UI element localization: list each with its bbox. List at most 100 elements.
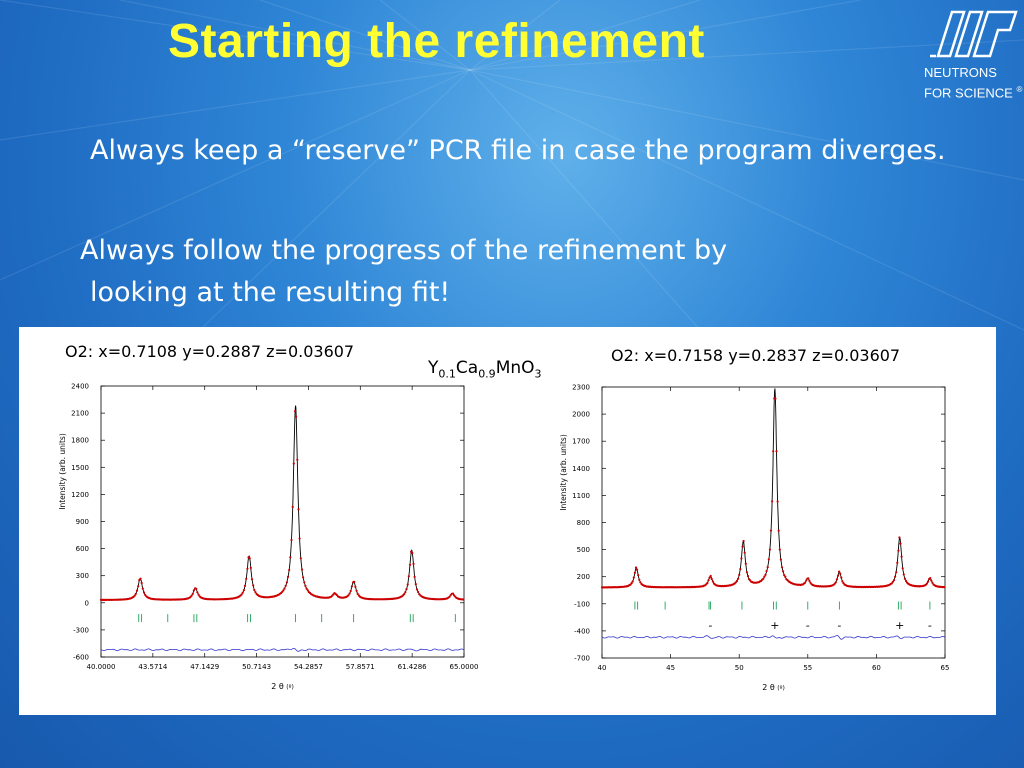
- observed-point: [841, 580, 844, 583]
- observed-point: [836, 574, 840, 577]
- diff-annotation: +: [895, 619, 904, 632]
- y-tick-label: -600: [73, 654, 89, 662]
- observed-point: [743, 551, 746, 554]
- observed-point: [900, 555, 903, 558]
- y-tick-label: 1400: [572, 465, 590, 473]
- observed-point: [738, 573, 741, 576]
- y-tick-label: 0: [85, 599, 89, 607]
- observed-point: [197, 593, 200, 596]
- observed-point: [804, 581, 807, 584]
- observed-point: [293, 410, 297, 413]
- left-plot-caption: O2: x=0.7108 y=0.2887 z=0.03607: [65, 342, 355, 361]
- observed-point: [838, 570, 841, 573]
- observed-point: [929, 577, 932, 580]
- observed-point: [141, 587, 144, 590]
- y-tick-label: 1800: [71, 437, 89, 445]
- right-plot-caption: O2: x=0.7158 y=0.2837 z=0.03607: [611, 346, 901, 365]
- observed-point: [901, 567, 904, 570]
- observed-point: [746, 575, 750, 578]
- observed-point: [414, 583, 417, 586]
- observed-point: [898, 536, 901, 539]
- observed-point: [778, 548, 781, 551]
- observed-point: [776, 500, 779, 503]
- observed-point: [765, 569, 768, 573]
- observed-point: [348, 592, 351, 595]
- observed-point: [637, 574, 640, 577]
- observed-point: [290, 538, 293, 542]
- x-axis-unit: (º): [286, 684, 294, 691]
- observed-point: [779, 558, 782, 561]
- observed-point: [903, 577, 906, 580]
- observed-point: [297, 508, 300, 511]
- observed-point: [140, 581, 143, 585]
- observed-point: [353, 580, 356, 583]
- observed-point: [462, 598, 465, 601]
- observed-point: [303, 581, 306, 584]
- observed-point: [633, 571, 636, 574]
- formula-y: Y: [428, 358, 439, 378]
- observed-point: [639, 581, 642, 584]
- y-tick-label: 2300: [572, 384, 590, 392]
- observed-point: [741, 545, 744, 548]
- observed-point: [299, 557, 302, 560]
- observed-point: [784, 575, 787, 578]
- observed-point: [634, 566, 638, 569]
- observed-point: [737, 577, 740, 580]
- observed-point: [243, 584, 247, 587]
- observed-point: [282, 589, 285, 592]
- y-tick-label: -100: [574, 600, 590, 608]
- observed-point: [413, 575, 416, 578]
- observed-point: [304, 584, 307, 587]
- observed-point: [835, 578, 838, 581]
- observed-point: [709, 574, 712, 578]
- observed-point: [711, 580, 714, 583]
- observed-point: [411, 552, 414, 555]
- observed-point: [707, 579, 710, 582]
- observed-point: [892, 579, 896, 582]
- observed-point: [417, 590, 420, 594]
- bullet-follow-progress: Always follow the progress of the refine…: [80, 230, 940, 314]
- left-plot-panel: -600 -300 0 300 600 900 1200 1500 1800 2100 2400 40…: [19, 327, 507, 715]
- observed-point: [405, 588, 408, 591]
- observed-point: [771, 500, 774, 503]
- observed-point: [196, 591, 199, 594]
- observed-point: [137, 585, 140, 588]
- y-tick-label: 600: [76, 545, 89, 553]
- observed-point: [241, 591, 244, 594]
- observed-point: [254, 591, 257, 594]
- observed-point: [134, 592, 137, 595]
- observed-point: [943, 586, 946, 589]
- observed-point: [710, 577, 713, 581]
- y-axis-label: Intensity (arb. units): [58, 433, 67, 510]
- observed-point: [783, 574, 786, 577]
- observed-point: [745, 571, 748, 574]
- y-tick-label: 900: [76, 518, 89, 526]
- observed-point: [899, 542, 902, 545]
- observed-point: [769, 529, 773, 532]
- observed-point: [451, 592, 455, 595]
- observed-point: [897, 549, 900, 552]
- observed-point: [289, 556, 292, 559]
- observed-point: [296, 458, 299, 461]
- observed-point: [763, 575, 766, 578]
- bullet-2-line-2: looking at the resulting fit!: [90, 277, 451, 308]
- observed-point: [305, 587, 308, 590]
- observed-point: [839, 572, 842, 575]
- observed-point: [774, 397, 777, 400]
- observed-point: [766, 566, 769, 569]
- observed-point: [632, 576, 635, 579]
- observed-point: [412, 562, 415, 565]
- diff-annotation: -: [708, 619, 712, 632]
- observed-point: [777, 529, 780, 532]
- x-tick-label: 43.5714: [138, 663, 167, 671]
- y-tick-label: 2000: [572, 411, 590, 419]
- observed-point: [631, 580, 634, 583]
- x-tick-label: 50: [735, 664, 744, 672]
- observed-point: [742, 539, 745, 543]
- observed-point: [192, 589, 195, 592]
- x-tick-label: 55: [803, 664, 812, 672]
- observed-point: [245, 577, 248, 580]
- observed-point: [448, 595, 451, 598]
- observed-point: [764, 573, 767, 576]
- logo-tagline: NEUTRONS FOR SCIENCE ®: [924, 64, 1022, 101]
